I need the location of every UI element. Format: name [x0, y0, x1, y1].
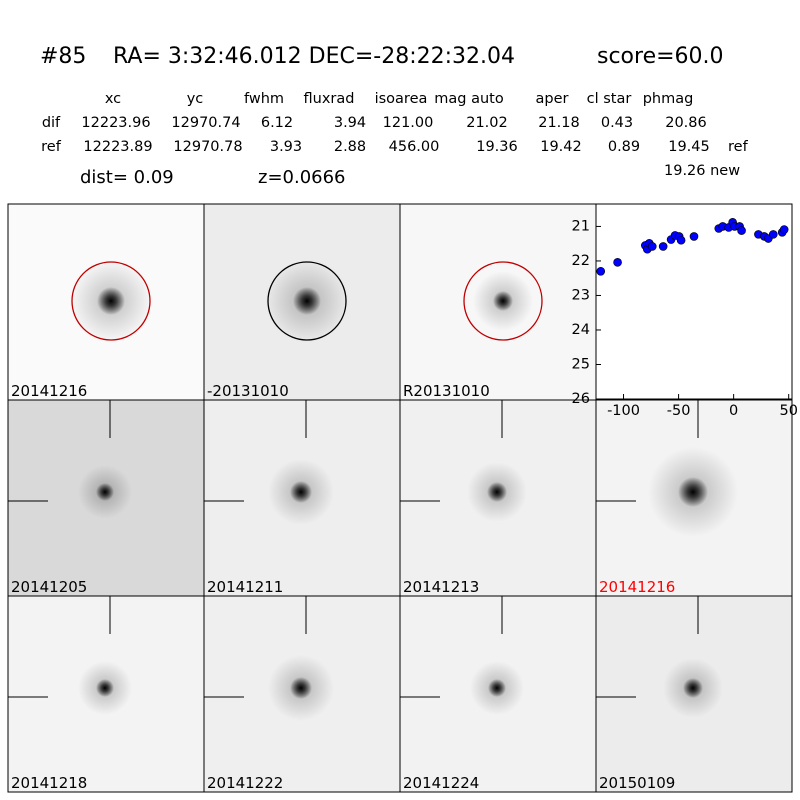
column-header: isoarea — [375, 91, 428, 107]
table-cell: 19.42 — [540, 139, 582, 155]
table-cell: 2.88 — [334, 139, 366, 155]
table-cell: 12223.89 — [83, 139, 152, 155]
table-cell: 12223.96 — [81, 115, 150, 131]
point — [737, 226, 746, 235]
coordinates: RA= 3:32:46.012 DEC=-28:22:32.04 — [113, 44, 515, 69]
object-id: #85 — [40, 44, 86, 69]
aperture — [267, 261, 347, 341]
point — [779, 225, 789, 234]
table-cell: 21.02 — [466, 115, 508, 131]
x-tick-label: 50 — [779, 403, 797, 419]
table-cell: 12970.78 — [173, 139, 242, 155]
column-header: fluxrad — [304, 91, 355, 107]
column-header: xc — [105, 91, 121, 107]
star — [493, 291, 513, 311]
star — [290, 481, 312, 503]
column-header: cl star — [587, 91, 632, 107]
panel-label: 20141216 — [599, 578, 675, 596]
x-tick-label: -50 — [667, 403, 691, 419]
point — [676, 235, 686, 245]
y-tick-label: 26 — [572, 391, 590, 407]
column-header: yc — [187, 91, 204, 107]
column-header: phmag — [643, 91, 694, 107]
x-tick-label: 0 — [729, 403, 738, 419]
star — [293, 287, 321, 315]
aperture — [463, 261, 543, 341]
new-phmag: 19.26 new — [664, 163, 740, 179]
y-tick-label: 22 — [572, 253, 590, 269]
star — [97, 287, 125, 315]
table-cell: 6.12 — [261, 115, 293, 131]
dist: dist= 0.09 — [80, 167, 174, 188]
y-tick-label: 24 — [572, 322, 590, 338]
score: score=60.0 — [597, 44, 724, 69]
table-cell: 456.00 — [389, 139, 440, 155]
star — [290, 677, 312, 699]
point — [658, 242, 668, 251]
star — [678, 477, 708, 507]
table-cell: 0.43 — [601, 115, 633, 131]
panel-label: 20141216 — [11, 382, 87, 400]
column-header: fwhm — [244, 91, 284, 107]
panel-label: 20141218 — [11, 774, 87, 792]
panel-label: -20131010 — [207, 382, 289, 400]
star — [96, 679, 114, 697]
table-cell: 121.00 — [383, 115, 434, 131]
y-tick-label: 21 — [572, 218, 590, 234]
aperture — [71, 261, 151, 341]
ref-note: ref — [728, 139, 749, 155]
star — [487, 482, 507, 502]
y-tick-label: 25 — [572, 356, 590, 372]
y-tick-label: 23 — [572, 287, 590, 303]
panel-label: 20141222 — [207, 774, 283, 792]
star — [488, 679, 506, 697]
point — [613, 258, 622, 267]
point — [768, 230, 778, 239]
table-cell: 3.94 — [334, 115, 366, 131]
panel-label: 20141211 — [207, 578, 283, 596]
row-label: ref — [41, 139, 62, 155]
redshift: z=0.0666 — [258, 167, 346, 188]
table-cell: 0.89 — [608, 139, 640, 155]
point — [689, 232, 699, 241]
panel-label: 20150109 — [599, 774, 675, 792]
table-cell: 21.18 — [538, 115, 580, 131]
table-cell: 3.93 — [270, 139, 302, 155]
table-cell: 20.86 — [665, 115, 707, 131]
point — [596, 267, 606, 276]
panel-label: 20141205 — [11, 578, 87, 596]
table-cell: 19.36 — [476, 139, 518, 155]
star — [96, 483, 114, 501]
panel-label: R20131010 — [403, 382, 490, 400]
table-cell: 12970.74 — [171, 115, 240, 131]
column-header: mag auto — [434, 91, 504, 107]
x-tick-label: -100 — [607, 403, 640, 419]
panel-label: 20141213 — [403, 578, 479, 596]
panel-label: 20141224 — [403, 774, 479, 792]
row-label: dif — [42, 115, 61, 131]
point — [647, 242, 657, 251]
column-header: aper — [536, 91, 569, 107]
table-cell: 19.45 — [668, 139, 710, 155]
star — [683, 678, 703, 698]
